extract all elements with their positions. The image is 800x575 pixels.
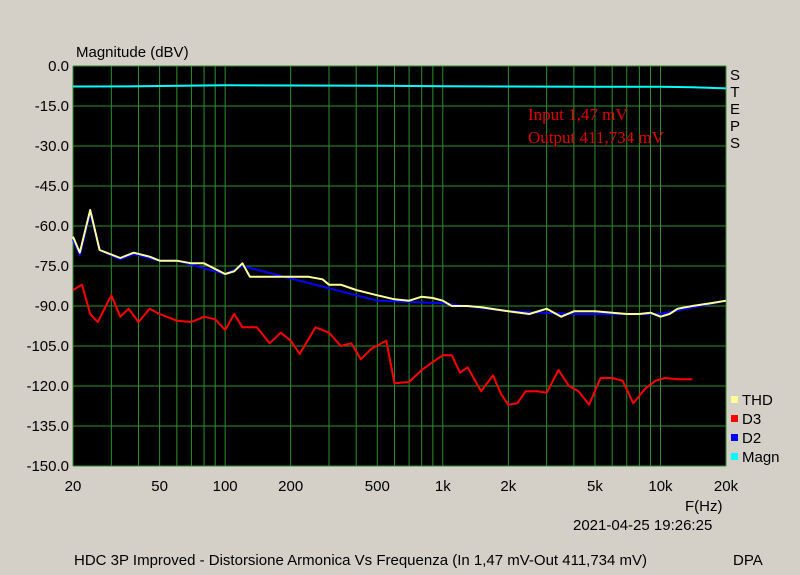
legend: THD D3 D2 Magn (731, 392, 780, 466)
x-tick-label: 20 (65, 478, 82, 495)
x-tick-label: 100 (213, 478, 238, 495)
annotation-output: Output 411,734 mV (528, 128, 665, 147)
steps-letter: T (730, 84, 739, 101)
footer-caption: HDC 3P Improved - Distorsione Armonica V… (74, 552, 648, 569)
legend-swatch-magn (731, 453, 738, 460)
y-tick-label: 0.0 (48, 58, 69, 75)
y-tick-label: -15.0 (35, 98, 69, 115)
x-tick-label: 1k (435, 478, 451, 495)
x-tick-label: 200 (278, 478, 303, 495)
tick-labels: 20 50 100 200 500 1k 2k 5k 10k 20k 0.0 -15.0 -30.0 -4… (26, 58, 738, 495)
chart-title: Magnitude (dBV) (76, 44, 189, 61)
legend-swatch-thd (731, 396, 738, 403)
grid (72, 65, 727, 467)
y-tick-label: -90.0 (35, 298, 69, 315)
series-lines (72, 84, 727, 406)
steps-letter: S (730, 67, 740, 84)
y-tick-label: -60.0 (35, 218, 69, 235)
series-thd (72, 209, 727, 318)
y-tick-label: -150.0 (26, 458, 69, 475)
annotation-input: Input 1,47 mV (528, 105, 628, 124)
x-tick-label: 50 (151, 478, 168, 495)
steps-letter: E (730, 101, 740, 118)
legend-label-thd: THD (742, 392, 773, 409)
x-tick-label: 2k (500, 478, 516, 495)
x-tick-label: 20k (714, 478, 739, 495)
legend-swatch-d2 (731, 434, 738, 441)
legend-label-magn: Magn (742, 449, 780, 466)
x-tick-label: 500 (365, 478, 390, 495)
brand-label: DPA (733, 552, 763, 569)
y-tick-label: -105.0 (26, 338, 69, 355)
series-magn (72, 84, 727, 90)
y-tick-label: -30.0 (35, 138, 69, 155)
x-axis-label: F(Hz) (685, 498, 723, 515)
x-tick-label: 10k (648, 478, 673, 495)
y-tick-label: -75.0 (35, 258, 69, 275)
legend-label-d3: D3 (742, 411, 761, 428)
legend-label-d2: D2 (742, 430, 761, 447)
x-tick-label: 5k (587, 478, 603, 495)
series-d3 (72, 283, 693, 406)
legend-swatch-d3 (731, 415, 738, 422)
steps-letter: S (730, 135, 740, 152)
y-tick-label: -45.0 (35, 178, 69, 195)
y-tick-label: -135.0 (26, 418, 69, 435)
timestamp: 2021-04-25 19:26:25 (573, 517, 712, 534)
y-tick-label: -120.0 (26, 378, 69, 395)
steps-letter: P (730, 118, 740, 135)
